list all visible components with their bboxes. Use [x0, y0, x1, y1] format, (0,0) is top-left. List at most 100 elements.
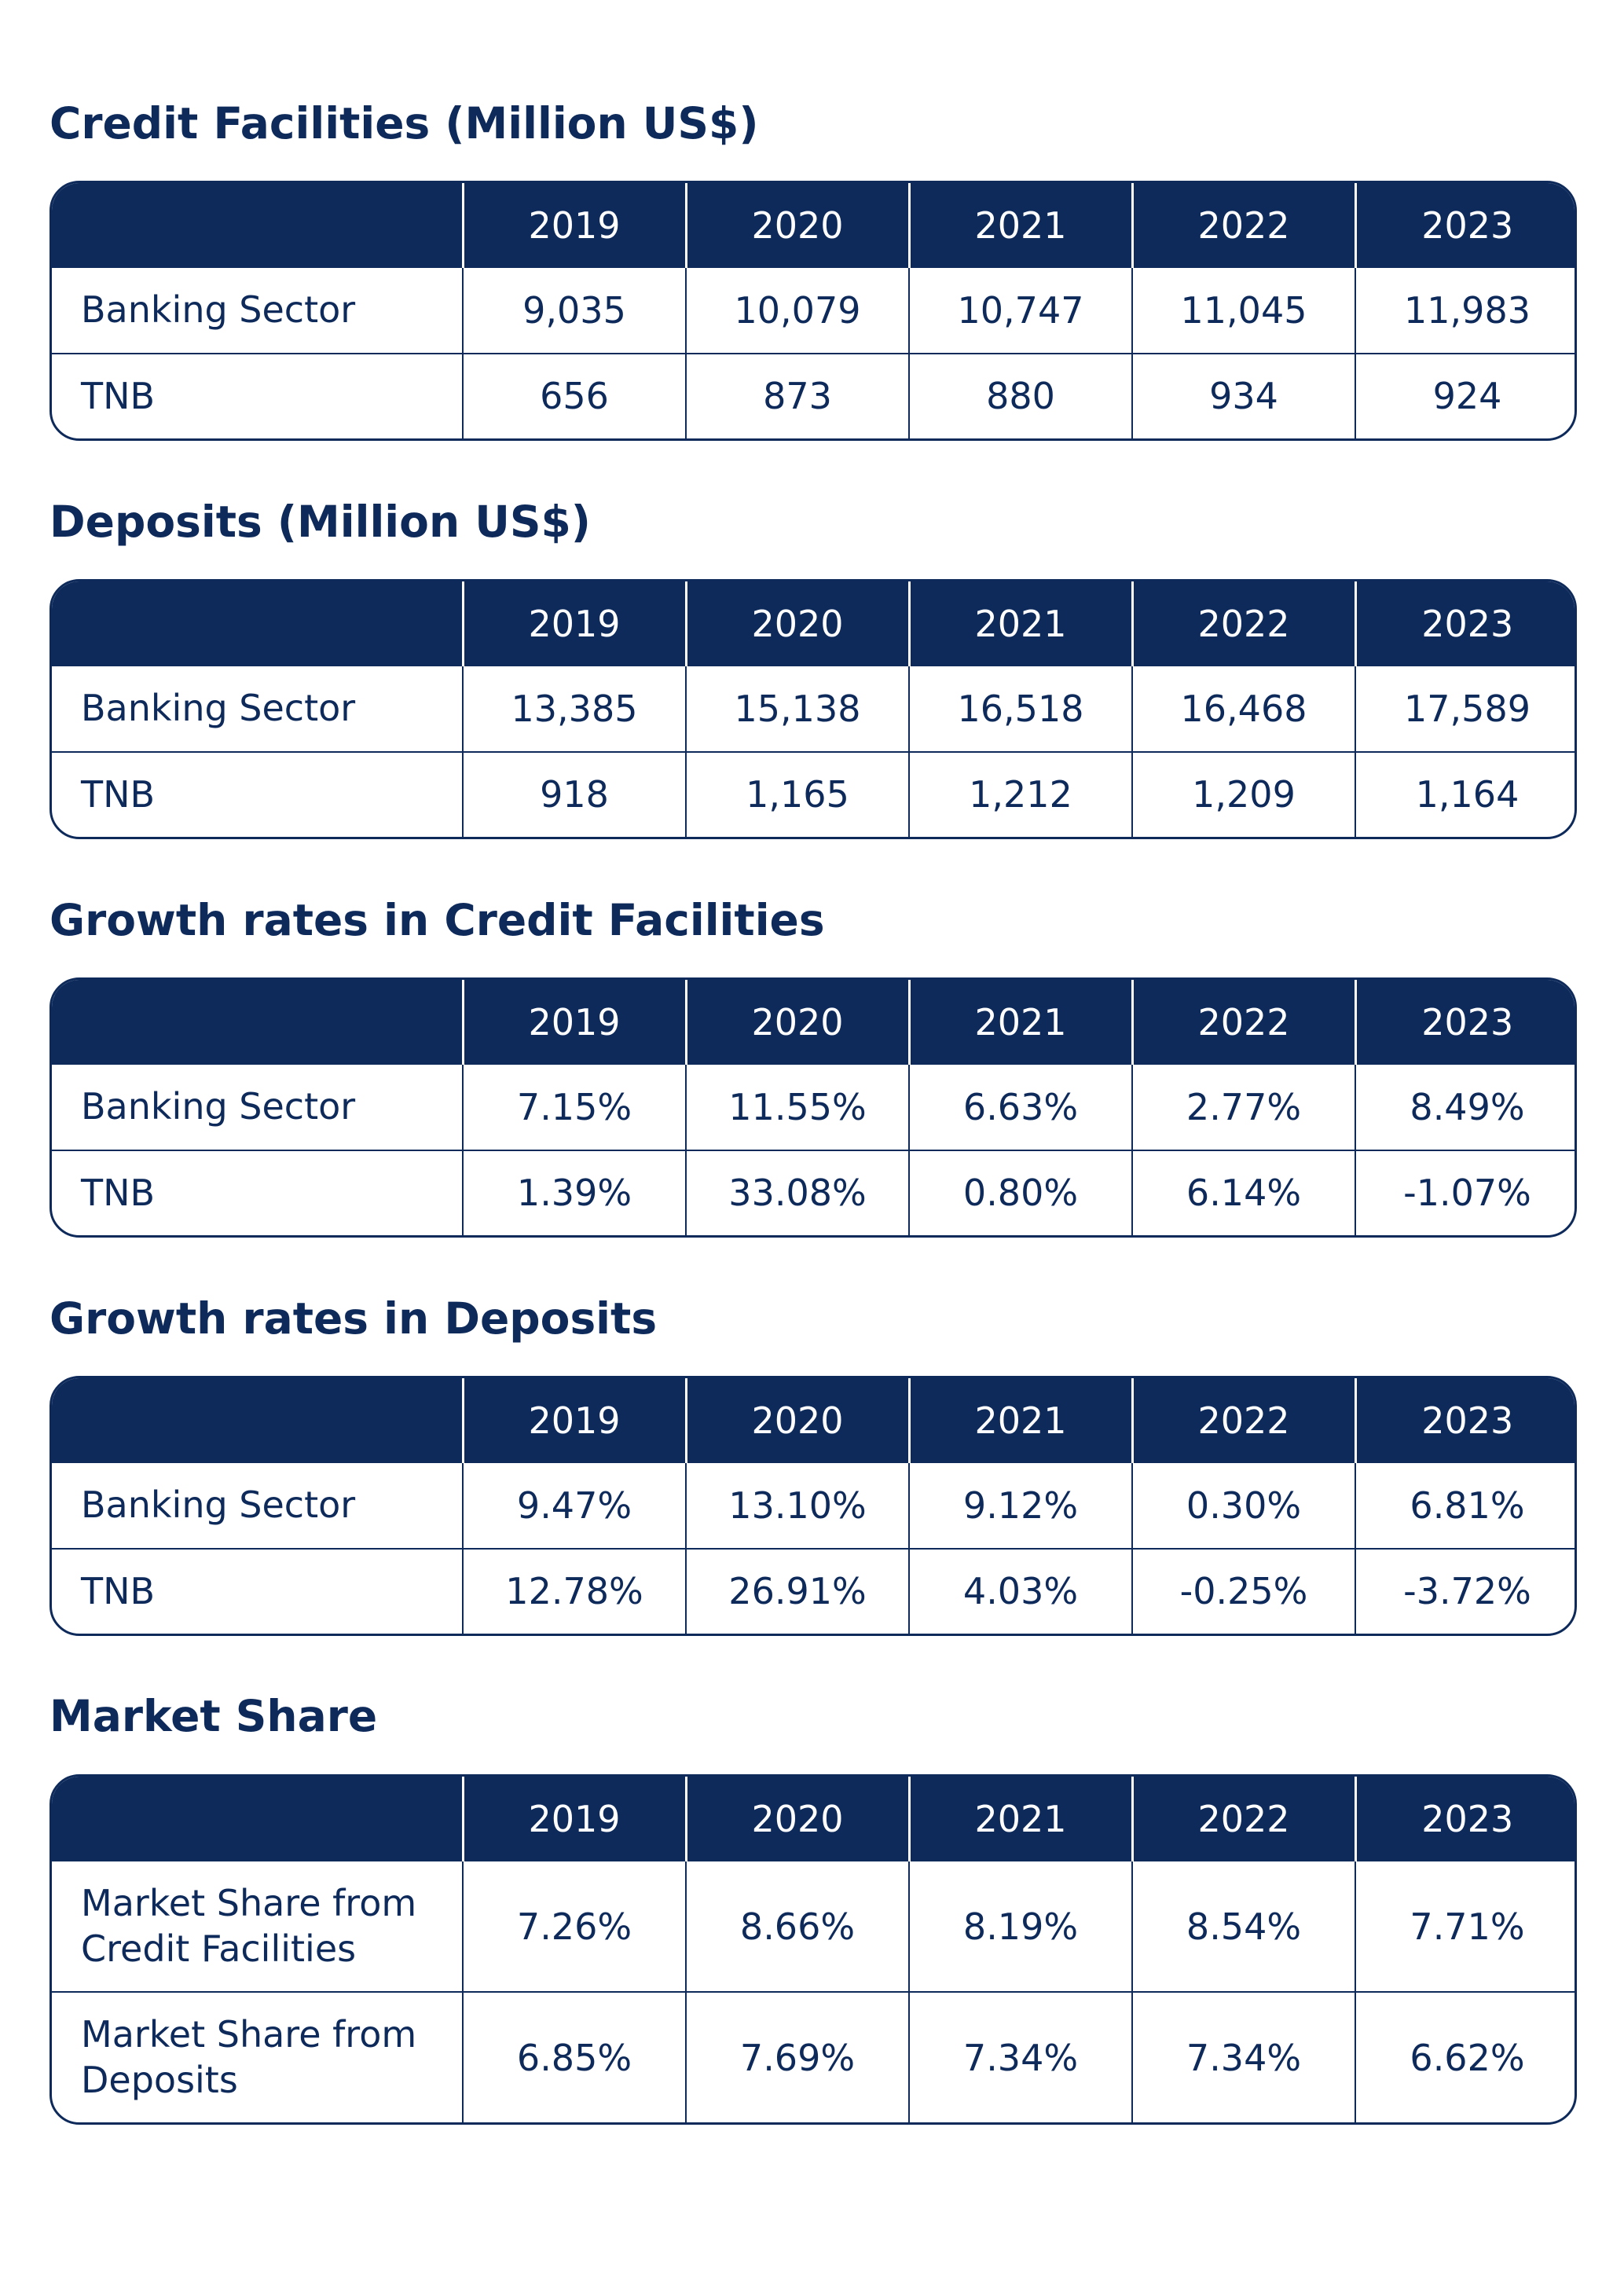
table-cell: 6.14% — [1131, 1149, 1355, 1235]
table-cell: 17,589 — [1355, 666, 1575, 752]
year-header: 2019 — [461, 1777, 686, 1861]
table-header-row: 2019 2020 2021 2022 2023 — [52, 1777, 1575, 1861]
data-table: 2019 2020 2021 2022 2023 Market Share fr… — [52, 1777, 1575, 2122]
table-cell: 7.34% — [1131, 1991, 1355, 2122]
table-cell: 16,518 — [908, 666, 1132, 752]
year-header: 2020 — [684, 980, 909, 1065]
table-row: Banking Sector 9.47% 13.10% 9.12% 0.30% … — [52, 1463, 1575, 1549]
table-cell: 918 — [462, 750, 686, 837]
header-label-cell — [52, 980, 463, 1065]
year-header: 2020 — [684, 1378, 909, 1463]
table-cell: 1,212 — [908, 750, 1132, 837]
year-header: 2023 — [1354, 980, 1575, 1065]
table-cell: 15,138 — [685, 666, 909, 752]
header-label-cell — [52, 1378, 463, 1463]
year-header: 2023 — [1354, 1378, 1575, 1463]
row-label: TNB — [52, 352, 463, 438]
deposit-growth-table: 2019 2020 2021 2022 2023 Banking Sector … — [49, 1376, 1577, 1636]
row-label: TNB — [52, 1547, 463, 1634]
table-header-row: 2019 2020 2021 2022 2023 — [52, 980, 1575, 1065]
table-cell: 7.15% — [462, 1065, 686, 1150]
data-table: 2019 2020 2021 2022 2023 Banking Sector … — [52, 980, 1575, 1235]
year-header: 2019 — [461, 581, 686, 666]
table-cell: 6.85% — [462, 1991, 686, 2122]
row-label: Market Share from Credit Facilities — [81, 1882, 417, 1970]
year-header: 2022 — [1131, 183, 1355, 268]
table-cell: 6.81% — [1355, 1463, 1575, 1549]
table-cell: 6.63% — [908, 1065, 1132, 1150]
year-header: 2019 — [461, 980, 686, 1065]
year-header: 2019 — [461, 1378, 686, 1463]
year-header: 2022 — [1131, 1777, 1355, 1861]
year-header: 2021 — [907, 581, 1132, 666]
table-row: TNB 1.39% 33.08% 0.80% 6.14% -1.07% — [52, 1149, 1575, 1235]
data-table: 2019 2020 2021 2022 2023 Banking Sector … — [52, 581, 1575, 837]
table-cell: 10,747 — [908, 268, 1132, 354]
market-share-table: 2019 2020 2021 2022 2023 Market Share fr… — [49, 1774, 1577, 2125]
deposits-table: 2019 2020 2021 2022 2023 Banking Sector … — [49, 579, 1577, 839]
year-header: 2023 — [1354, 581, 1575, 666]
table-cell: 7.71% — [1355, 1861, 1575, 1992]
table-row: Banking Sector 7.15% 11.55% 6.63% 2.77% … — [52, 1065, 1575, 1150]
table-cell: 26.91% — [685, 1547, 909, 1634]
table-cell: 8.19% — [908, 1861, 1132, 1992]
year-header: 2020 — [684, 183, 909, 268]
table-header-row: 2019 2020 2021 2022 2023 — [52, 183, 1575, 268]
table-cell: 880 — [908, 352, 1132, 438]
row-label: TNB — [52, 1149, 463, 1235]
table-cell: -0.25% — [1131, 1547, 1355, 1634]
table-cell: 13.10% — [685, 1463, 909, 1549]
table-cell: 1,164 — [1355, 750, 1575, 837]
table-cell: 13,385 — [462, 666, 686, 752]
table-cell: 9.12% — [908, 1463, 1132, 1549]
table-cell: 1,209 — [1131, 750, 1355, 837]
year-header: 2022 — [1131, 980, 1355, 1065]
row-label: Market Share from Deposits — [52, 1991, 463, 2122]
section-title: Growth rates in Credit Facilities — [49, 895, 825, 945]
row-label: Banking Sector — [81, 687, 356, 729]
year-header: 2021 — [907, 1378, 1132, 1463]
row-label: Banking Sector — [81, 1484, 356, 1526]
header-label-cell — [52, 1777, 463, 1861]
row-label: TNB — [52, 750, 463, 837]
table-cell: 934 — [1131, 352, 1355, 438]
table-cell: 0.30% — [1131, 1463, 1355, 1549]
section-title: Deposits (Million US$) — [49, 497, 591, 547]
row-label: Banking Sector — [81, 1085, 356, 1128]
year-header: 2020 — [684, 581, 909, 666]
year-header: 2023 — [1354, 183, 1575, 268]
header-label-cell — [52, 183, 463, 268]
year-header: 2022 — [1131, 581, 1355, 666]
table-cell: 16,468 — [1131, 666, 1355, 752]
table-cell: 656 — [462, 352, 686, 438]
table-row: Banking Sector 13,385 15,138 16,518 16,4… — [52, 666, 1575, 752]
table-row: Banking Sector 9,035 10,079 10,747 11,04… — [52, 268, 1575, 354]
table-cell: 7.34% — [908, 1991, 1132, 2122]
year-header: 2020 — [684, 1777, 909, 1861]
table-cell: 924 — [1355, 352, 1575, 438]
year-header: 2021 — [907, 1777, 1132, 1861]
section-title: Growth rates in Deposits — [49, 1293, 658, 1344]
year-header: 2022 — [1131, 1378, 1355, 1463]
year-header: 2021 — [907, 183, 1132, 268]
table-cell: 6.62% — [1355, 1991, 1575, 2122]
data-table: 2019 2020 2021 2022 2023 Banking Sector … — [52, 183, 1575, 438]
table-row: TNB 12.78% 26.91% 4.03% -0.25% -3.72% — [52, 1547, 1575, 1634]
table-cell: 33.08% — [685, 1149, 909, 1235]
credit-facilities-table: 2019 2020 2021 2022 2023 Banking Sector … — [49, 181, 1577, 441]
section-title: Credit Facilities (Million US$) — [49, 98, 759, 149]
section-title: Market Share — [49, 1691, 378, 1741]
table-cell: 9.47% — [462, 1463, 686, 1549]
table-cell: 0.80% — [908, 1149, 1132, 1235]
data-table: 2019 2020 2021 2022 2023 Banking Sector … — [52, 1378, 1575, 1634]
table-cell: 11,045 — [1131, 268, 1355, 354]
table-cell: 1,165 — [685, 750, 909, 837]
table-cell: 9,035 — [462, 268, 686, 354]
year-header: 2021 — [907, 980, 1132, 1065]
table-cell: 8.66% — [685, 1861, 909, 1992]
credit-growth-table: 2019 2020 2021 2022 2023 Banking Sector … — [49, 977, 1577, 1238]
table-cell: -3.72% — [1355, 1547, 1575, 1634]
table-cell: 11.55% — [685, 1065, 909, 1150]
row-label: Banking Sector — [81, 288, 356, 331]
table-cell: 10,079 — [685, 268, 909, 354]
